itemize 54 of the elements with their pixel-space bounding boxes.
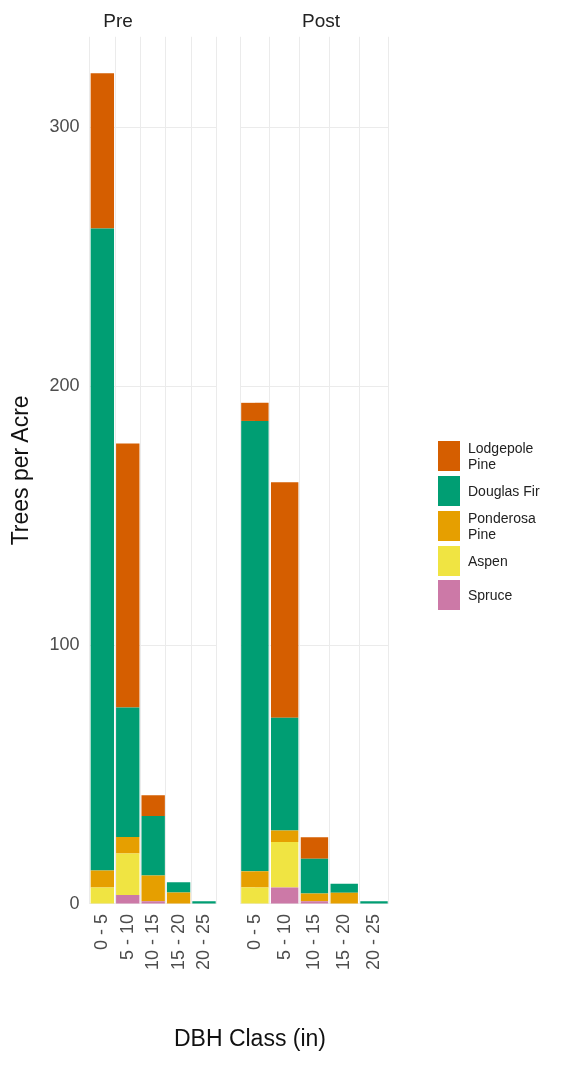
bar [90, 887, 115, 904]
bar [141, 901, 165, 904]
bar [141, 795, 165, 816]
bar [90, 73, 115, 229]
bar [116, 894, 140, 904]
x-tick-label: 10 - 15 [142, 913, 163, 971]
bar [116, 443, 140, 708]
bar [116, 853, 140, 895]
y-tick-label: 200 [49, 375, 80, 396]
x-tick-label: 5 - 10 [116, 913, 137, 960]
bar [166, 892, 191, 904]
bar [360, 901, 388, 904]
x-tick-label: 5 - 10 [273, 913, 294, 960]
bar [270, 717, 299, 831]
x-tick-label: 15 - 20 [333, 913, 354, 971]
y-axis-title: Trees per Acre [7, 395, 34, 546]
bar [300, 837, 329, 859]
bar [116, 707, 140, 837]
bar [90, 228, 115, 871]
bar [300, 858, 329, 894]
legend-label: Spruce [468, 587, 513, 603]
chart-title: Post [301, 9, 341, 31]
bar [141, 875, 165, 902]
x-axis-title: DBH Class (in) [172, 1025, 328, 1052]
x-tick-label: 10 - 15 [303, 913, 324, 971]
x-tick-label: 20 - 25 [362, 913, 383, 971]
bar [116, 836, 140, 854]
bar [166, 882, 191, 893]
x-tick-label: 15 - 20 [167, 913, 188, 971]
x-tick-label: 20 - 25 [192, 913, 213, 971]
bar [270, 830, 299, 843]
x-tick-label: 0 - 5 [91, 913, 112, 950]
y-tick-label: 0 [69, 892, 80, 913]
bar [90, 870, 115, 888]
legend-label: Douglas Fir [468, 483, 540, 499]
chart-title: Pre [103, 9, 133, 31]
y-tick-label: 300 [49, 116, 80, 137]
legend-label: Ponderosa Pine [468, 510, 537, 542]
x-tick-label: 0 - 5 [243, 913, 264, 950]
bar [241, 887, 269, 904]
bar [241, 402, 269, 421]
bar [141, 815, 165, 876]
bar [270, 887, 299, 904]
legend-label: Lodgepole Pine [468, 440, 535, 472]
bar [192, 901, 216, 904]
bar [241, 420, 269, 872]
bar [300, 901, 329, 904]
bar [330, 883, 358, 893]
bar [270, 482, 299, 718]
bar [330, 892, 358, 904]
y-tick-label: 100 [49, 634, 80, 655]
legend-label: Aspen [468, 553, 508, 569]
bar [270, 842, 299, 888]
bar [241, 871, 269, 888]
